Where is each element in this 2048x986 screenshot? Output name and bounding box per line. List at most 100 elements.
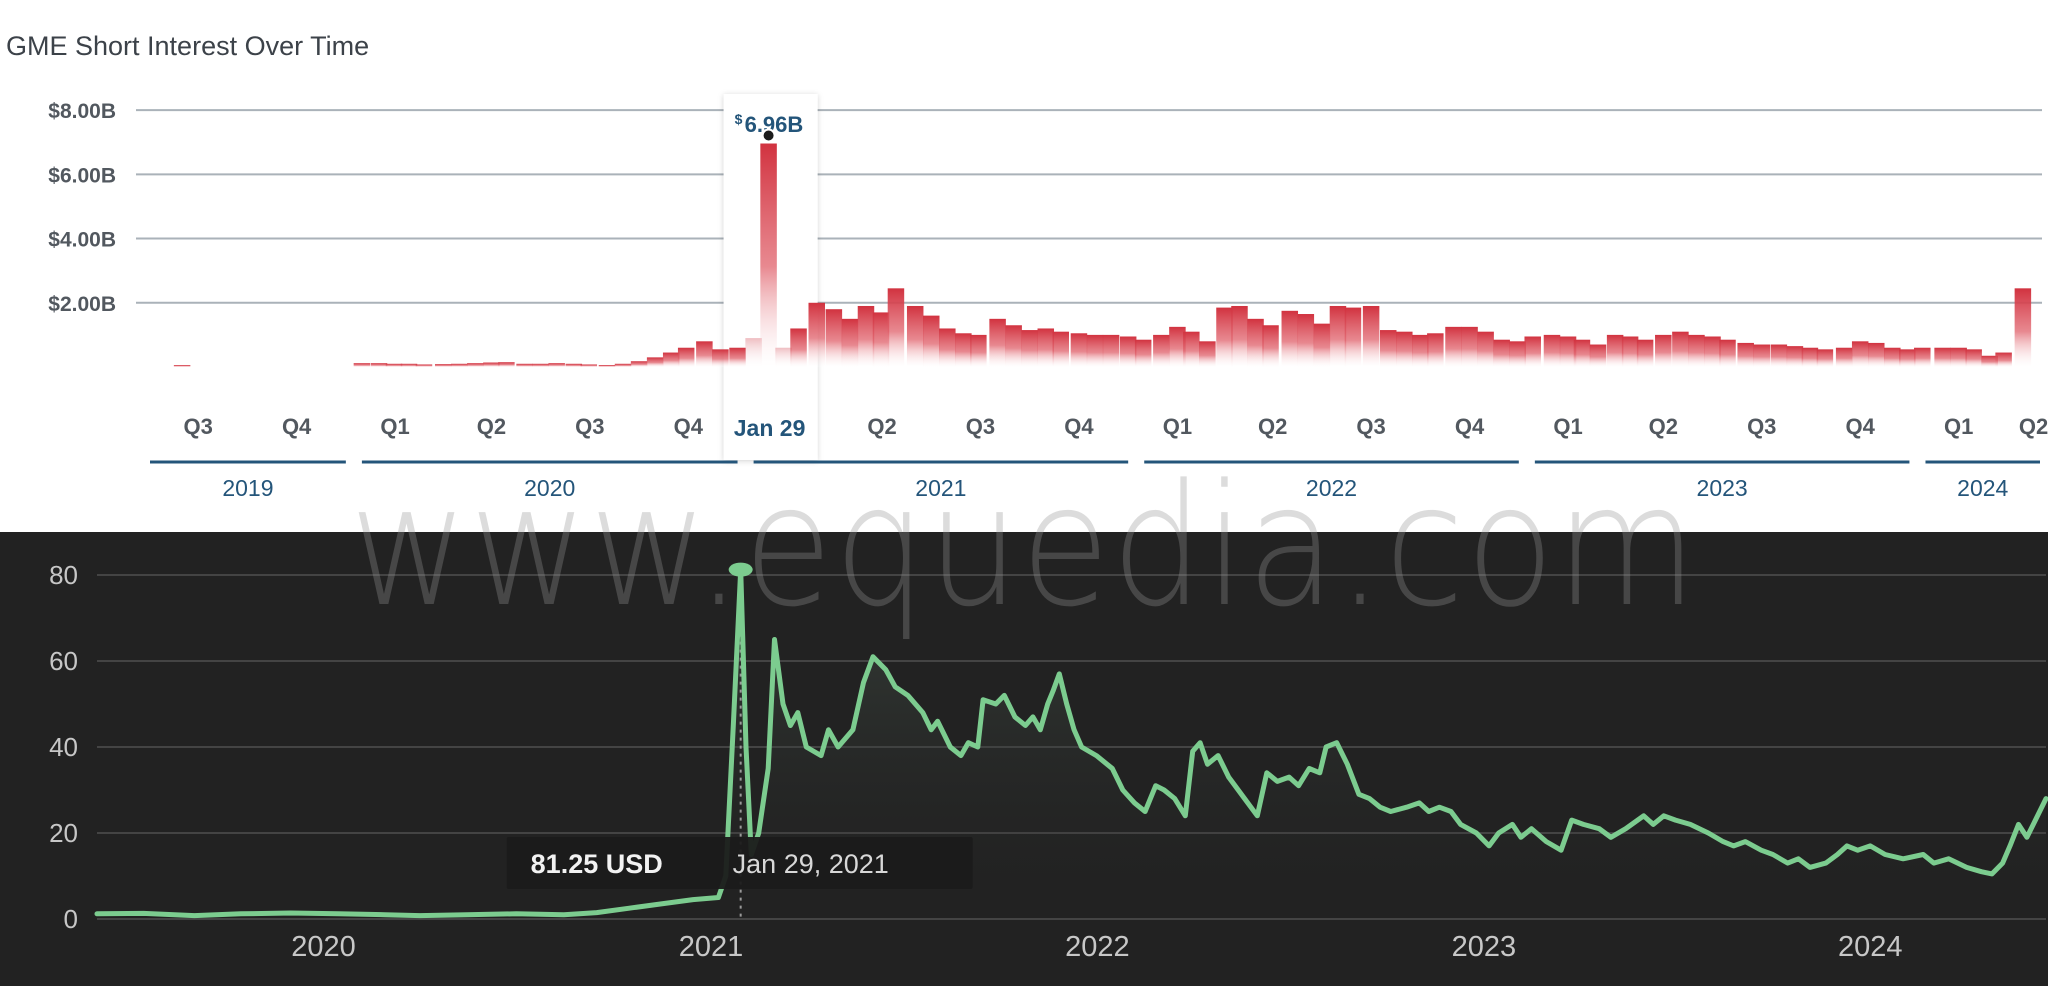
year-group-labels: 2019 2020 2021 2022 2023 2024 (150, 460, 2040, 501)
bar (173, 365, 191, 367)
y-axis-tick-labels: $2.00B $4.00B $6.00B $8.00B (48, 100, 116, 316)
bar (696, 341, 713, 367)
bar (532, 363, 549, 367)
bar (1981, 355, 1998, 367)
bar (370, 363, 388, 367)
bar (1753, 344, 1770, 367)
year-group-label: 2022 (1306, 475, 1357, 501)
bar (1086, 334, 1104, 367)
price-chart: 0 20 40 60 80 2020 2021 2022 2023 2024 81.25 USD… (49, 560, 2048, 963)
bar (1329, 305, 1347, 367)
y-tick-label: $8.00B (48, 100, 116, 123)
quarter-tick-label: Q2 (477, 414, 506, 439)
grid-lines (136, 109, 2042, 304)
x-tick-label: 2020 (291, 931, 356, 963)
bar (1884, 347, 1901, 367)
bar (1589, 344, 1607, 367)
bar (1786, 346, 1804, 367)
quarter-tick-label: Q4 (282, 414, 312, 439)
bar-series (173, 143, 2032, 367)
bar (1379, 330, 1397, 367)
bar (498, 362, 515, 367)
bar (872, 312, 890, 367)
bar (1801, 347, 1819, 367)
quarter-tick-label: Q4 (674, 414, 704, 439)
y-tick-label: 80 (49, 560, 78, 590)
bar (1183, 331, 1200, 367)
quarter-tick-label: Q3 (1747, 414, 1776, 439)
bar (906, 305, 924, 367)
bar (1169, 326, 1186, 367)
quarter-tick-label: Q2 (867, 414, 896, 439)
bar (1493, 339, 1510, 367)
quarter-tick-label: Q3 (575, 414, 604, 439)
bar (1770, 344, 1788, 367)
bar (2014, 288, 2032, 367)
bar (434, 364, 452, 367)
short-interest-chart: GME Short Interest Over Time $2.00B $4.00… (6, 31, 2048, 501)
bar (1868, 342, 1885, 367)
bar (1688, 334, 1705, 367)
bar (630, 361, 648, 367)
bar (1509, 341, 1526, 367)
bar (1119, 336, 1137, 367)
y-tick-label: $2.00B (48, 293, 116, 316)
y-tick-label: 0 (64, 904, 78, 934)
quarter-tick-label: Q2 (2019, 414, 2048, 439)
bar (598, 365, 616, 367)
bar (1199, 341, 1216, 367)
tooltip-marker (761, 128, 776, 143)
bar-highlighted (760, 143, 777, 367)
bar (1816, 349, 1834, 367)
price-marker (728, 562, 753, 577)
bar (1344, 307, 1362, 367)
bar (1524, 336, 1541, 367)
x-tick-label: 2021 (679, 931, 744, 963)
bar (790, 328, 807, 367)
bar (1005, 325, 1022, 367)
bar (887, 288, 905, 367)
tooltip-box (506, 837, 973, 889)
bar (483, 362, 500, 367)
bar (1719, 339, 1736, 367)
quarter-tick-label: Q3 (1356, 414, 1385, 439)
bar (353, 363, 371, 367)
x-tick-label: 2023 (1452, 931, 1517, 963)
bar (580, 364, 598, 367)
bar (1461, 326, 1478, 367)
bar (677, 347, 695, 367)
quarter-tick-label: Q1 (1944, 414, 1973, 439)
bar (1262, 325, 1279, 367)
bar (415, 364, 433, 367)
bar (1835, 347, 1853, 367)
bar (1914, 347, 1931, 367)
bar (1965, 349, 1982, 367)
bar (1995, 352, 2012, 367)
tooltip-value: 81.25 USD (531, 849, 663, 879)
bar (385, 363, 403, 367)
bar (1052, 331, 1070, 367)
price-area (97, 569, 2046, 919)
bar-tooltip: $ 6.96B Jan 29 (734, 111, 806, 441)
bar (1231, 305, 1248, 367)
price-line (94, 567, 2048, 919)
quarter-tick-label: Q3 (966, 414, 995, 439)
tooltip-currency: $ (735, 111, 743, 127)
bar (1396, 331, 1413, 367)
bar (1037, 328, 1055, 367)
year-group-label: 2023 (1697, 475, 1748, 501)
price-panel: 0 20 40 60 80 2020 2021 2022 2023 2024 81.25 USD… (0, 532, 2048, 986)
bar (1281, 310, 1299, 367)
bar (970, 334, 987, 367)
bar (1559, 336, 1577, 367)
quarter-tick-label: Q1 (1553, 414, 1582, 439)
bar (1313, 323, 1331, 367)
bar (955, 333, 972, 367)
bar (400, 363, 418, 367)
bar (1102, 334, 1120, 367)
bar (808, 302, 825, 367)
bar (775, 347, 792, 367)
y-tick-label: $6.00B (48, 164, 116, 187)
bar (1606, 334, 1624, 367)
